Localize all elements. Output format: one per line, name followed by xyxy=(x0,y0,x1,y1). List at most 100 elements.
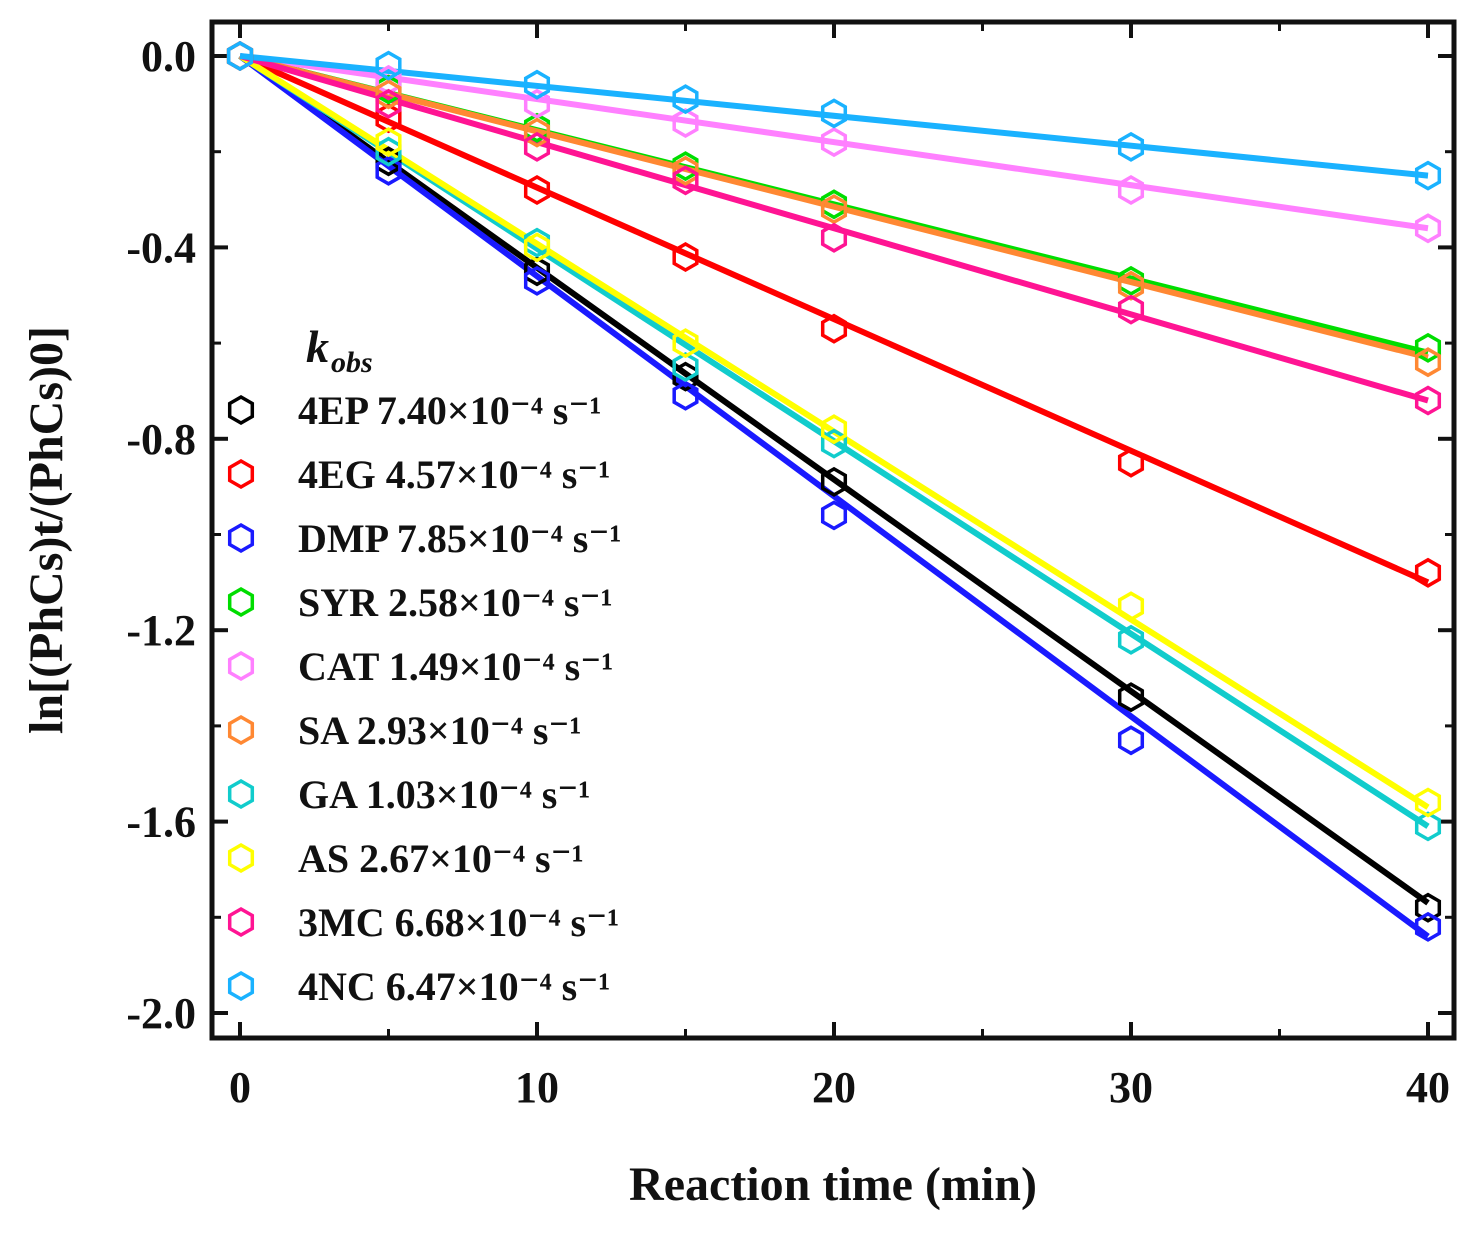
legend-label-SYR: SYR 2.58×10⁻⁴ s⁻¹ xyxy=(298,580,613,625)
legend-marker-GA xyxy=(227,778,255,810)
legend-marker-4EG xyxy=(227,458,255,490)
data-point-GA xyxy=(1117,624,1145,655)
y-tick-label: -2.0 xyxy=(126,989,196,1038)
data-point-AS xyxy=(820,414,848,445)
data-point-3MC xyxy=(375,88,402,119)
data-point-4EG xyxy=(523,174,551,206)
data-point-AS xyxy=(375,127,402,158)
data-point-GA xyxy=(523,227,551,258)
data-point-4NC xyxy=(375,50,402,81)
axis-ticks xyxy=(212,22,1454,1038)
fit-line-3MC xyxy=(239,53,1429,404)
data-point-3MC xyxy=(523,131,551,162)
data-point-4NC xyxy=(226,40,254,72)
legend-title-k: k xyxy=(306,321,329,372)
data-point-4NC xyxy=(1414,160,1442,191)
y-tick-label: -1.2 xyxy=(126,606,196,655)
data-point-AS xyxy=(672,328,699,359)
data-point-SA xyxy=(820,194,848,225)
y-tick-label: -1.6 xyxy=(126,798,196,847)
data-point-CAT xyxy=(1117,174,1145,206)
x-tick-label: 20 xyxy=(812,1063,856,1112)
data-point-SYR xyxy=(1117,265,1145,296)
legend-label-GA: GA 1.03×10⁻⁴ s⁻¹ xyxy=(298,772,590,817)
data-point-4NC xyxy=(1117,131,1145,162)
tick-labels: 0 10 20 30 40 0.0 -0.4 -0.8 -1.2 -1.6 -2.0 xyxy=(126,32,1450,1112)
data-point-3MC xyxy=(672,165,699,196)
legend-label-4EP: 4EP 7.40×10⁻⁴ s⁻¹ xyxy=(298,388,601,433)
legend-label-4EG: 4EG 4.57×10⁻⁴ s⁻¹ xyxy=(298,452,610,497)
legend-label-3MC: 3MC 6.68×10⁻⁴ s⁻¹ xyxy=(298,900,619,945)
data-point-3MC xyxy=(1414,385,1442,416)
legend-marker-3MC xyxy=(227,906,255,938)
data-point-3MC xyxy=(820,222,848,253)
data-point-DMP xyxy=(820,500,848,531)
data-point-4EP xyxy=(820,466,848,497)
data-point-SA xyxy=(1117,270,1145,301)
legend-marker-4NC xyxy=(227,970,255,1002)
y-tick-label: -0.8 xyxy=(126,415,196,464)
fit-line-CAT xyxy=(239,53,1429,232)
legend-label-AS: AS 2.67×10⁻⁴ s⁻¹ xyxy=(298,836,584,881)
data-point-SYR xyxy=(523,112,551,143)
x-tick-label: 40 xyxy=(1406,1063,1450,1112)
data-point-DMP xyxy=(672,380,699,411)
data-point-GA xyxy=(672,351,699,383)
fit-line-4NC xyxy=(239,53,1429,179)
data-point-4EP xyxy=(1414,892,1442,923)
legend-title-sub: obs xyxy=(331,346,373,379)
legend-marker-DMP xyxy=(227,522,255,554)
data-point-4EG xyxy=(1117,447,1145,478)
data-point-SA xyxy=(672,155,699,186)
data-point-GA xyxy=(1414,811,1442,842)
x-axis-title: Reaction time (min) xyxy=(629,1158,1037,1211)
y-tick-label: 0.0 xyxy=(141,32,196,81)
y-tick-label: -0.4 xyxy=(126,223,196,272)
legend-marker-SYR xyxy=(227,586,255,618)
legend-label-CAT: CAT 1.49×10⁻⁴ s⁻¹ xyxy=(298,644,613,689)
data-point-4EG xyxy=(672,241,699,273)
data-point-4NC xyxy=(523,69,551,100)
data-point-4NC xyxy=(820,98,848,129)
legend-marker-4EP xyxy=(227,394,255,426)
legend-marker-CAT xyxy=(227,650,255,682)
legend-marker-SA xyxy=(227,714,255,746)
data-point-DMP xyxy=(375,155,402,186)
data-point-DMP xyxy=(523,265,551,296)
data-point-CAT xyxy=(820,127,848,158)
data-point-DMP xyxy=(1117,725,1145,756)
fit-line-4EG xyxy=(238,53,1430,586)
data-point-AS xyxy=(523,232,551,263)
legend-marker-AS xyxy=(227,842,255,874)
legend-label-4NC: 4NC 6.47×10⁻⁴ s⁻¹ xyxy=(298,964,610,1009)
legend-items: 4EP 7.40×10⁻⁴ s⁻¹ 4EG 4.57×10⁻⁴ s⁻¹ DMP 7.… xyxy=(227,388,621,1009)
legend-title: kobs xyxy=(306,321,373,379)
data-point-CAT xyxy=(1414,213,1442,244)
legend-label-SA: SA 2.93×10⁻⁴ s⁻¹ xyxy=(298,708,582,753)
fit-line-4EP xyxy=(238,53,1430,906)
data-point-SYR xyxy=(820,189,848,220)
data-point-CAT xyxy=(523,88,551,119)
data-point-SA xyxy=(1414,347,1442,378)
data-point-CAT xyxy=(672,107,699,139)
data-point-4EP xyxy=(1117,682,1145,713)
data-point-4EG xyxy=(820,313,848,344)
legend-label-DMP: DMP 7.85×10⁻⁴ s⁻¹ xyxy=(298,516,621,561)
data-point-4EP xyxy=(523,256,551,287)
data-point-SYR xyxy=(672,151,699,182)
data-point-SA xyxy=(523,117,551,148)
data-point-SA xyxy=(375,79,402,110)
fit-line-SA xyxy=(239,53,1429,361)
data-point-4NC xyxy=(672,84,699,115)
data-points xyxy=(226,40,1442,942)
y-axis-title: ln[(PhCs)t/(PhCs)0] xyxy=(20,326,73,734)
data-point-AS xyxy=(1414,787,1442,818)
x-tick-label: 10 xyxy=(515,1063,559,1112)
legend: kobs 4EP 7.40×10⁻⁴ s⁻¹ 4EG 4.57×10⁻⁴ s⁻¹ D… xyxy=(227,321,621,1009)
data-point-4EG xyxy=(1414,557,1442,588)
x-tick-label: 0 xyxy=(229,1063,251,1112)
data-point-3MC xyxy=(1117,294,1145,325)
data-point-SYR xyxy=(1414,332,1442,363)
data-point-AS xyxy=(1117,591,1145,622)
